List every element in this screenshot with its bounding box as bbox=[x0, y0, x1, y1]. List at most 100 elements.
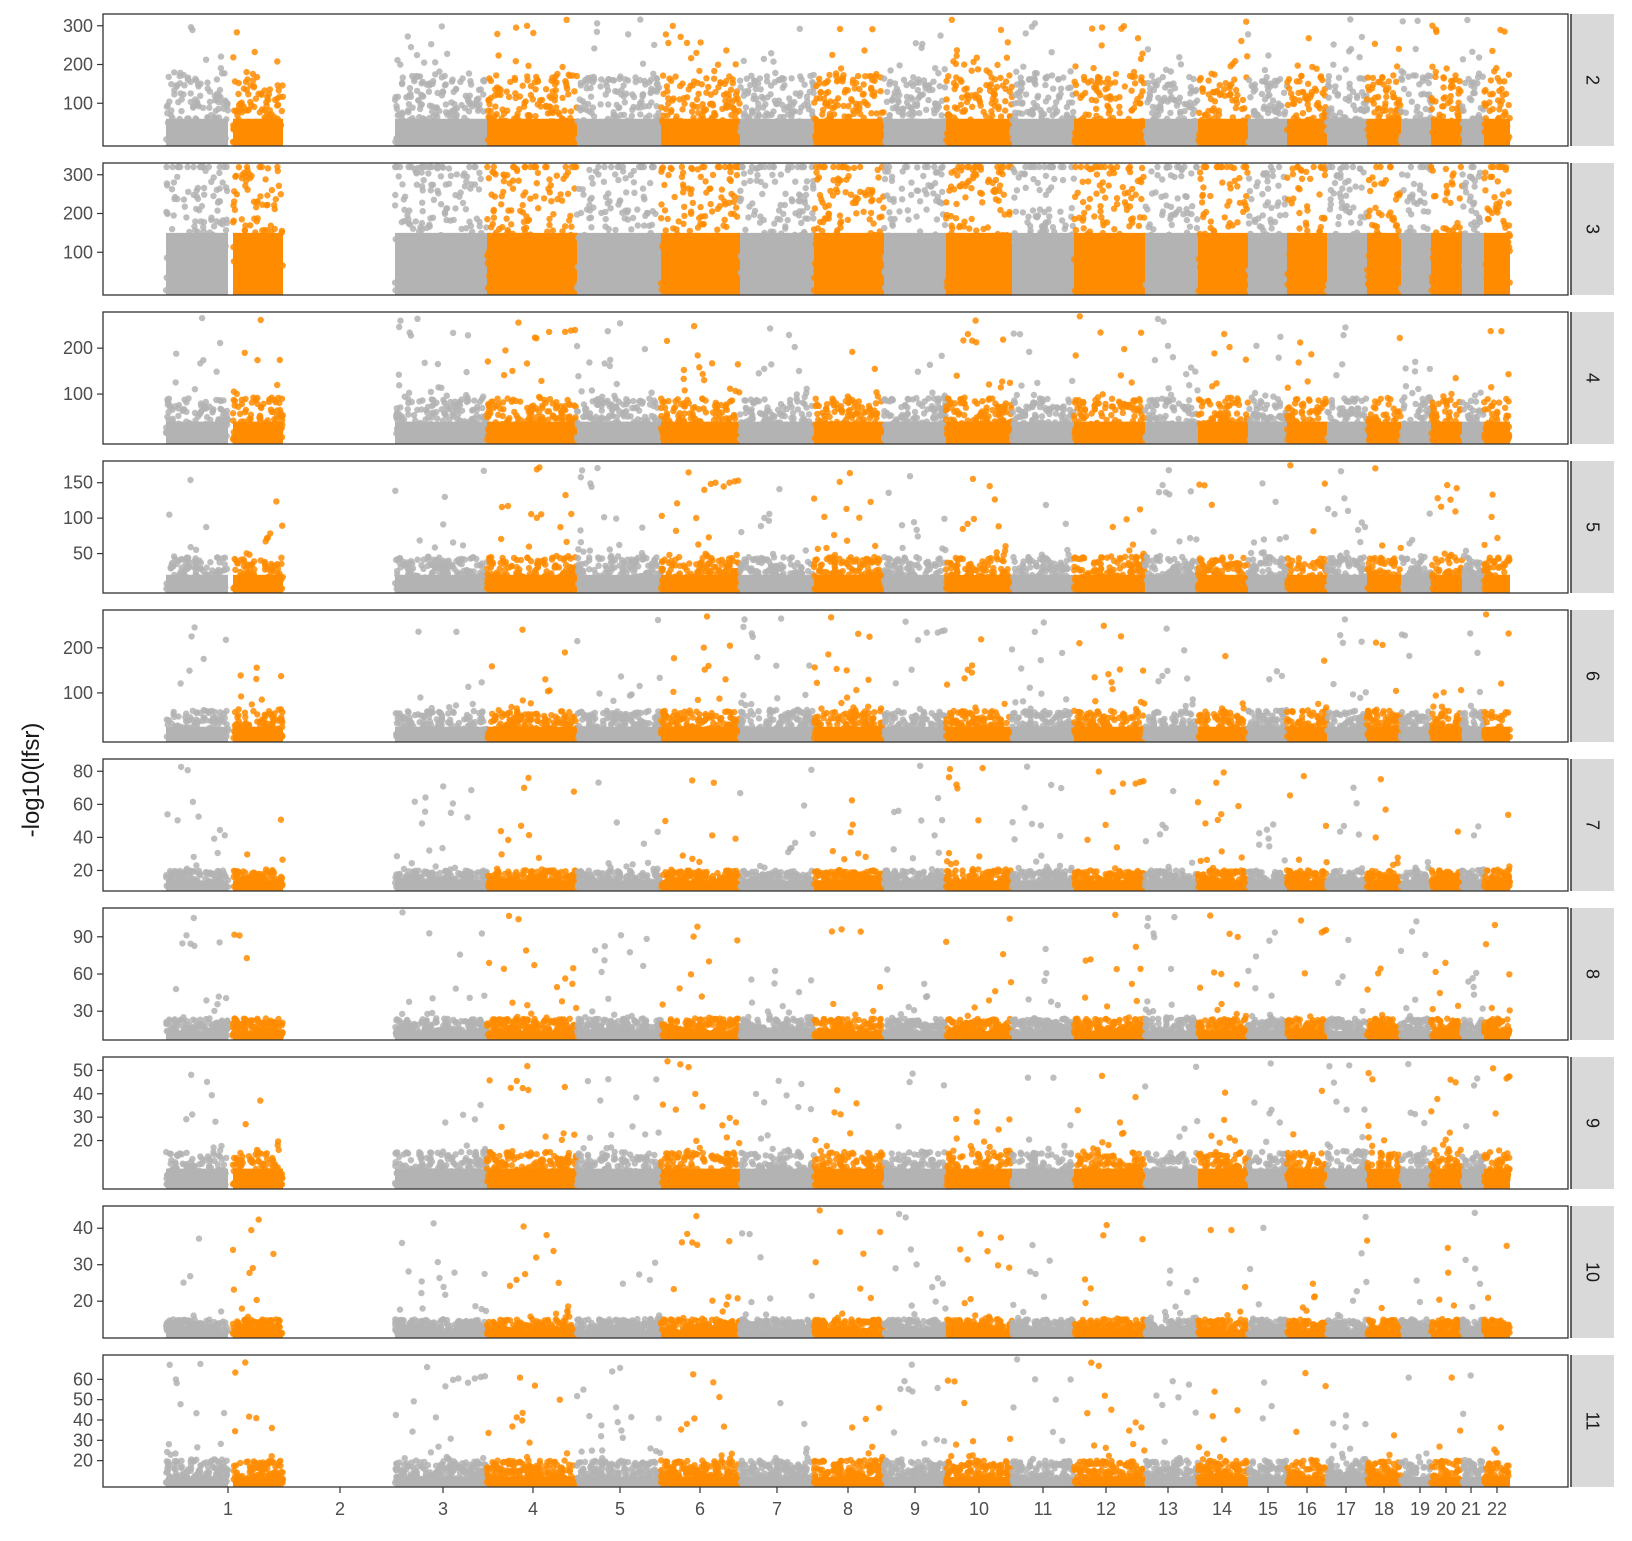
dense-points-band bbox=[740, 119, 814, 146]
data-point bbox=[1406, 91, 1412, 97]
data-point bbox=[1358, 106, 1364, 112]
data-point bbox=[1394, 63, 1400, 69]
data-point bbox=[871, 93, 877, 99]
data-point bbox=[1456, 78, 1462, 84]
data-point bbox=[597, 101, 603, 107]
data-point bbox=[923, 191, 929, 197]
data-point bbox=[1286, 76, 1292, 82]
data-point bbox=[233, 173, 239, 179]
data-point bbox=[588, 175, 594, 181]
data-point bbox=[1328, 109, 1334, 115]
data-point bbox=[1202, 112, 1208, 118]
data-point bbox=[855, 73, 861, 79]
data-point bbox=[908, 179, 914, 185]
data-point bbox=[640, 92, 646, 98]
data-point bbox=[954, 47, 960, 53]
data-point bbox=[492, 103, 498, 109]
data-point bbox=[938, 165, 944, 171]
dense-points-band bbox=[814, 233, 884, 295]
data-point bbox=[473, 98, 479, 104]
data-point bbox=[427, 223, 433, 229]
data-point bbox=[953, 61, 959, 67]
data-point bbox=[486, 75, 492, 81]
data-point bbox=[408, 94, 414, 100]
data-point bbox=[696, 215, 702, 221]
data-point bbox=[171, 87, 177, 93]
data-point bbox=[1476, 54, 1482, 60]
data-point bbox=[714, 227, 720, 233]
data-point bbox=[1184, 101, 1190, 107]
data-point bbox=[869, 187, 875, 193]
data-point bbox=[991, 189, 997, 195]
dense-points-band bbox=[487, 119, 577, 146]
data-point bbox=[169, 226, 175, 232]
data-point bbox=[1022, 185, 1028, 191]
data-point bbox=[576, 105, 582, 111]
data-point bbox=[568, 224, 574, 230]
data-point bbox=[1138, 56, 1144, 62]
data-point bbox=[796, 191, 802, 197]
data-point bbox=[1060, 74, 1066, 80]
data-point bbox=[790, 102, 796, 108]
data-point bbox=[396, 173, 402, 179]
data-point bbox=[932, 101, 938, 107]
data-point bbox=[1246, 77, 1252, 83]
data-point bbox=[890, 105, 896, 111]
data-point bbox=[1105, 76, 1111, 82]
data-point bbox=[554, 196, 560, 202]
data-point bbox=[1487, 108, 1493, 114]
data-point bbox=[782, 223, 788, 229]
data-point bbox=[442, 82, 448, 88]
data-point bbox=[877, 88, 883, 94]
data-point bbox=[419, 220, 425, 226]
data-point bbox=[537, 97, 543, 103]
data-point bbox=[528, 92, 534, 98]
data-point bbox=[264, 111, 270, 117]
data-point bbox=[662, 207, 668, 213]
data-point bbox=[707, 201, 713, 207]
data-point bbox=[1482, 87, 1488, 93]
data-point bbox=[408, 44, 414, 50]
data-point bbox=[1002, 86, 1008, 92]
data-point bbox=[679, 80, 685, 86]
data-point bbox=[531, 164, 537, 170]
data-point bbox=[1372, 41, 1378, 47]
data-point bbox=[1099, 42, 1105, 48]
data-point bbox=[243, 69, 249, 75]
data-point bbox=[242, 183, 248, 189]
data-point bbox=[811, 72, 817, 78]
data-point bbox=[1130, 215, 1136, 221]
data-point bbox=[177, 70, 183, 76]
data-point bbox=[426, 80, 432, 86]
data-point bbox=[517, 93, 523, 99]
data-point bbox=[1108, 164, 1114, 170]
data-point bbox=[279, 108, 285, 114]
data-point bbox=[772, 70, 778, 76]
data-point bbox=[985, 179, 991, 185]
data-point bbox=[1176, 54, 1182, 60]
data-point bbox=[430, 215, 436, 221]
data-point bbox=[392, 192, 398, 198]
data-point bbox=[1394, 100, 1400, 106]
data-point bbox=[207, 88, 213, 94]
data-point bbox=[760, 95, 766, 101]
data-point bbox=[1335, 92, 1341, 98]
dense-points-band bbox=[1327, 119, 1367, 146]
data-point bbox=[1414, 108, 1420, 114]
data-point bbox=[1050, 86, 1056, 92]
data-point bbox=[889, 178, 895, 184]
data-point bbox=[1398, 68, 1404, 74]
data-point bbox=[1295, 90, 1301, 96]
data-point bbox=[234, 29, 240, 35]
data-point bbox=[1455, 113, 1461, 119]
data-point bbox=[688, 191, 694, 197]
data-point bbox=[1013, 69, 1019, 75]
data-point bbox=[819, 199, 825, 205]
data-point bbox=[1150, 104, 1156, 110]
data-point bbox=[635, 222, 641, 228]
data-point bbox=[546, 222, 552, 228]
data-point bbox=[1087, 196, 1093, 202]
data-point bbox=[223, 227, 229, 233]
dense-points-band bbox=[487, 233, 577, 295]
